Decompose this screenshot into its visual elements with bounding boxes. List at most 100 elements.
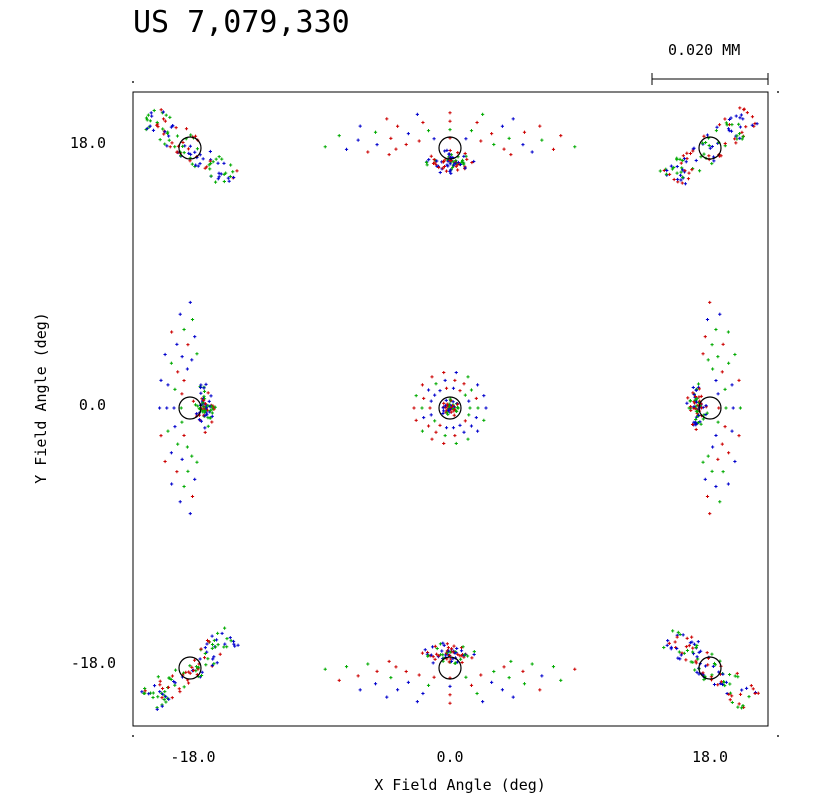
- spot-mark: [461, 645, 465, 649]
- spot-mark: [441, 406, 445, 410]
- spot-mark: [217, 175, 221, 179]
- spot-mark: [422, 396, 426, 401]
- spot-mark: [679, 653, 683, 657]
- spot-mark: [394, 147, 398, 151]
- spot-mark: [180, 392, 184, 396]
- spot-mark: [740, 688, 744, 692]
- spot-mark: [730, 694, 734, 698]
- spot-mark: [730, 123, 734, 127]
- spot-mark: [190, 162, 194, 166]
- spot-mark: [180, 420, 184, 424]
- spot-mark: [210, 407, 214, 411]
- spot-mark: [714, 378, 718, 383]
- spot-mark: [699, 406, 704, 410]
- x-tick-label: 0.0: [436, 748, 463, 766]
- spot-mark: [693, 668, 697, 672]
- spot-mark: [695, 670, 699, 674]
- spot-mark: [180, 457, 184, 461]
- spot-mark: [530, 150, 534, 154]
- spot-mark: [143, 686, 147, 691]
- spot-mark: [705, 411, 709, 415]
- spot-mark: [210, 414, 214, 418]
- spot-mark: [217, 171, 221, 175]
- spot-mark: [451, 386, 456, 390]
- spot-mark: [223, 642, 227, 646]
- spot-mark: [187, 151, 191, 155]
- spot-mark: [161, 692, 165, 696]
- spot-mark: [463, 166, 467, 170]
- spot-mark: [446, 412, 450, 417]
- spot-mark: [665, 168, 669, 173]
- spot-mark: [168, 115, 172, 119]
- spot-mark: [430, 437, 434, 441]
- spot-mark: [711, 664, 715, 668]
- spot-mark: [210, 634, 214, 638]
- spot-mark: [681, 154, 685, 158]
- spot-mark: [449, 647, 454, 651]
- spot-mark: [691, 650, 695, 654]
- spot-mark: [681, 158, 685, 163]
- spot-mark: [201, 410, 205, 414]
- spot-mark: [429, 154, 433, 158]
- spot-mark: [441, 159, 446, 164]
- spot-mark: [441, 409, 446, 413]
- spot-mark: [750, 123, 754, 127]
- spot-mark: [366, 662, 370, 666]
- spot-mark: [199, 383, 203, 387]
- spot-mark: [438, 170, 442, 175]
- spot-mark: [151, 691, 155, 695]
- spot-mark: [688, 151, 693, 156]
- spot-mark: [678, 632, 682, 637]
- spot-mark: [718, 681, 722, 686]
- spot-mark: [464, 675, 468, 679]
- field-spot-cluster: [144, 108, 239, 184]
- spot-mark: [213, 645, 218, 649]
- spot-mark: [452, 409, 456, 413]
- spot-mark: [442, 164, 447, 169]
- spot-mark: [432, 137, 436, 141]
- spot-mark: [707, 143, 711, 148]
- spot-mark: [694, 409, 699, 413]
- spot-mark: [453, 661, 457, 665]
- spot-mark: [209, 161, 213, 166]
- spot-mark: [472, 159, 476, 164]
- spot-mark: [201, 157, 205, 161]
- spot-mark: [741, 134, 745, 139]
- spot-mark: [723, 117, 727, 121]
- spot-mark: [694, 645, 698, 650]
- spot-mark: [675, 158, 679, 162]
- spot-mark: [719, 680, 723, 684]
- spot-mark: [678, 173, 683, 177]
- spot-mark: [469, 424, 474, 428]
- spot-mark: [692, 642, 697, 646]
- spot-mark: [199, 419, 203, 423]
- spot-mark: [479, 139, 483, 143]
- spot-mark: [684, 645, 689, 649]
- spot-mark: [232, 642, 236, 646]
- spot-mark: [156, 675, 160, 679]
- spot-mark: [446, 645, 451, 650]
- spot-mark: [158, 690, 162, 694]
- spot-mark: [199, 673, 204, 678]
- spot-mark: [462, 154, 466, 158]
- spot-mark: [692, 146, 696, 150]
- spot-mark: [439, 653, 443, 657]
- spot-mark: [703, 664, 708, 668]
- spot-mark: [720, 682, 725, 687]
- spot-mark: [421, 120, 425, 125]
- spot-mark: [196, 665, 201, 669]
- spot-mark: [443, 404, 448, 408]
- spot-mark: [681, 168, 685, 172]
- spot-mark: [179, 406, 183, 410]
- y-tick-label: 18.0: [70, 134, 106, 152]
- spot-mark: [685, 648, 690, 653]
- spot-mark: [658, 169, 662, 173]
- spot-mark: [438, 423, 442, 427]
- spot-mark: [155, 707, 159, 712]
- spot-mark: [421, 691, 425, 696]
- spot-mark: [475, 429, 480, 433]
- spot-mark: [162, 697, 166, 702]
- spot-mark: [202, 398, 206, 403]
- scale-bar: 0.020 MM: [651, 41, 769, 85]
- spot-mark: [422, 415, 426, 420]
